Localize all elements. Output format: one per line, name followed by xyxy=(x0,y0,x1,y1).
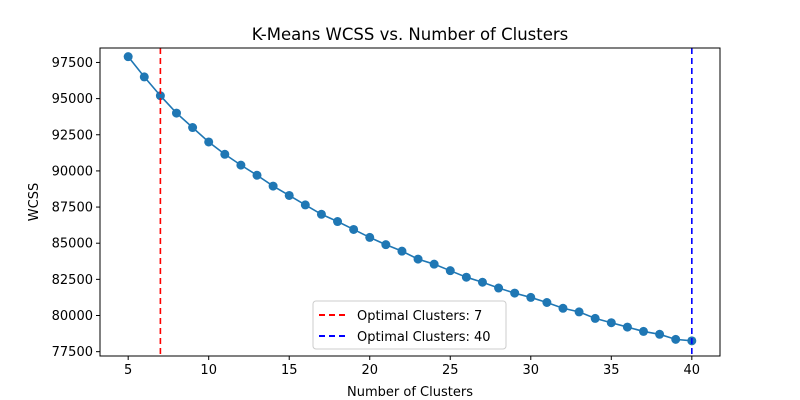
axes-frame xyxy=(99,47,721,357)
data-point xyxy=(445,266,455,276)
legend-box xyxy=(312,300,507,350)
data-point xyxy=(477,277,487,287)
data-point xyxy=(381,240,391,250)
data-point xyxy=(590,313,600,323)
y-axis-ticks: 77500 80000 82500 85000 87500 90000 92500 95000… xyxy=(52,56,100,360)
y-tick-label: 77500 xyxy=(52,345,93,360)
data-point xyxy=(365,232,375,242)
data-point xyxy=(188,123,198,133)
x-tick-label: 35 xyxy=(603,363,620,378)
data-point xyxy=(639,326,649,336)
x-tick-label: 10 xyxy=(200,363,217,378)
data-point xyxy=(397,246,407,256)
data-point xyxy=(252,170,262,180)
y-tick-label: 87500 xyxy=(52,201,93,216)
data-point xyxy=(204,137,214,147)
data-point xyxy=(510,288,520,298)
x-tick-label: 25 xyxy=(442,363,459,378)
legend-label-optimal-40: Optimal Clusters: 40 xyxy=(357,330,491,345)
y-tick-label: 95000 xyxy=(52,92,93,107)
data-point xyxy=(655,329,665,339)
data-point xyxy=(606,318,616,328)
x-tick-label: 30 xyxy=(523,363,540,378)
y-tick-label: 80000 xyxy=(52,309,93,324)
data-point xyxy=(413,254,423,264)
data-point xyxy=(429,259,439,269)
plot-area xyxy=(123,48,697,356)
data-point xyxy=(494,283,504,293)
y-tick-label: 92500 xyxy=(52,128,93,143)
x-axis-ticks: 5 10 15 20 25 30 35 40 xyxy=(124,356,700,378)
data-point xyxy=(526,292,536,302)
legend-label-optimal-7: Optimal Clusters: 7 xyxy=(357,309,482,324)
y-tick-label: 82500 xyxy=(52,273,93,288)
data-point xyxy=(268,181,278,191)
data-point xyxy=(349,224,359,234)
chart-title: K-Means WCSS vs. Number of Clusters xyxy=(252,25,569,44)
data-point xyxy=(333,217,343,227)
data-point xyxy=(284,190,294,200)
data-point xyxy=(671,334,681,344)
data-point xyxy=(316,209,326,219)
data-point xyxy=(123,52,133,62)
x-tick-label: 5 xyxy=(124,363,132,378)
y-tick-label: 90000 xyxy=(52,164,93,179)
data-point xyxy=(542,297,552,307)
legend: Optimal Clusters: 7 Optimal Clusters: 40 xyxy=(312,300,507,350)
data-point xyxy=(155,91,165,101)
data-point xyxy=(236,160,246,170)
y-tick-label: 85000 xyxy=(52,237,93,252)
x-tick-label: 15 xyxy=(281,363,298,378)
data-point xyxy=(139,72,149,82)
data-point xyxy=(574,307,584,317)
y-axis-label: WCSS xyxy=(27,183,42,221)
x-axis-label: Number of Clusters xyxy=(347,385,473,400)
data-point xyxy=(558,303,568,313)
data-point xyxy=(622,322,632,332)
data-point xyxy=(171,108,181,118)
x-tick-label: 40 xyxy=(684,363,701,378)
data-point xyxy=(220,149,230,159)
data-point xyxy=(461,272,471,282)
data-point xyxy=(300,200,310,210)
x-tick-label: 20 xyxy=(361,363,378,378)
y-tick-label: 97500 xyxy=(52,56,93,71)
